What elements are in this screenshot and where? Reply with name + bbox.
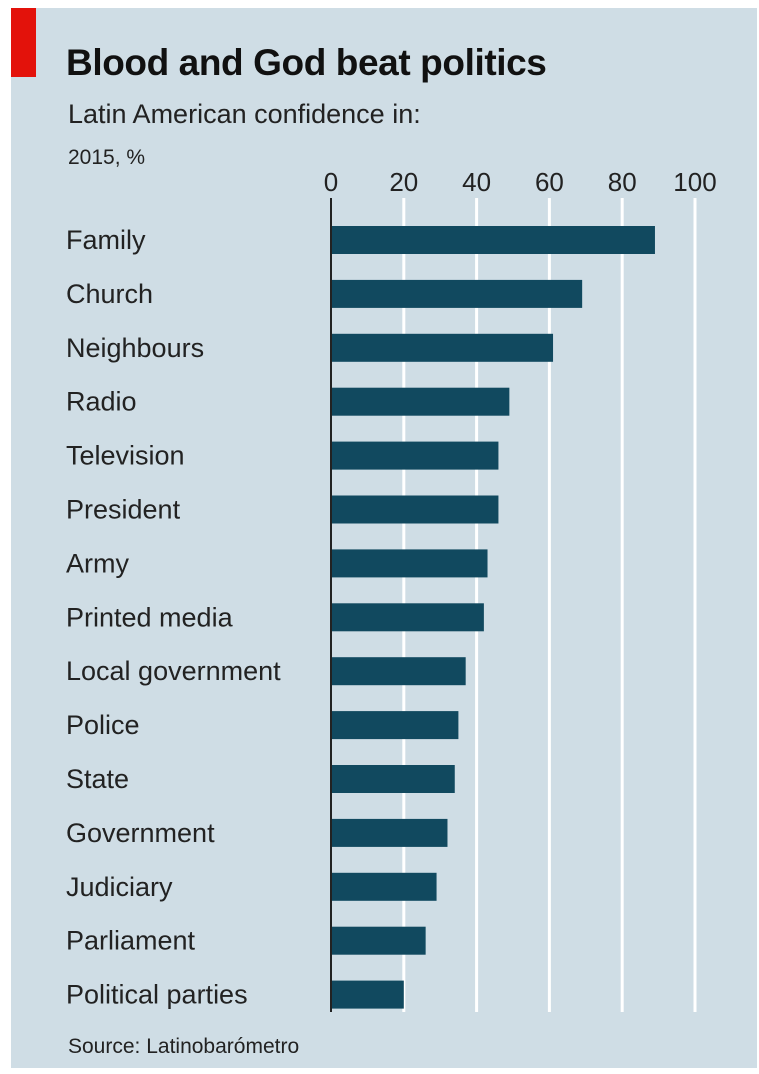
- bar-state: [331, 765, 455, 793]
- bar-neighbours: [331, 333, 554, 362]
- bar-judiciary: [331, 872, 437, 901]
- category-label: Army: [66, 548, 129, 578]
- category-label: Printed media: [66, 602, 234, 632]
- axis: 0 20 40 60 80 100: [324, 167, 717, 1012]
- bar-television: [331, 441, 499, 470]
- chart-unit-label: 2015, %: [68, 146, 146, 169]
- x-tick-label: 40: [462, 167, 491, 197]
- category-label: Family: [66, 225, 146, 255]
- category-label: Television: [66, 441, 185, 471]
- category-label: Political parties: [66, 980, 248, 1010]
- bars: [331, 226, 655, 1009]
- x-tick-label: 100: [673, 167, 716, 197]
- category-label: Police: [66, 710, 140, 740]
- bar-church: [331, 279, 583, 308]
- bar-political-parties: [331, 980, 404, 1009]
- bar-local-government: [331, 657, 466, 686]
- source-note: Source: Latinobarómetro: [68, 1035, 300, 1058]
- chart-title: Blood and God beat politics: [66, 42, 547, 83]
- category-label: Parliament: [66, 926, 196, 956]
- bar-parliament: [331, 926, 426, 955]
- x-tick-label: 0: [324, 167, 338, 197]
- category-label: Judiciary: [66, 872, 173, 902]
- chart-subtitle: Latin American confidence in:: [68, 99, 421, 129]
- category-label: Government: [66, 818, 215, 848]
- x-tick-label: 80: [608, 167, 637, 197]
- category-label: State: [66, 764, 129, 794]
- category-label: Local government: [66, 656, 281, 686]
- category-label: President: [66, 495, 181, 525]
- x-tick-label: 60: [535, 167, 564, 197]
- category-label: Neighbours: [66, 333, 204, 363]
- category-label: Church: [66, 279, 153, 309]
- bar-printed-media: [331, 603, 484, 632]
- bar-government: [331, 818, 448, 847]
- bar-family: [331, 226, 655, 254]
- bar-president: [331, 495, 499, 524]
- x-tick-label: 20: [389, 167, 418, 197]
- bar-police: [331, 711, 459, 740]
- category-labels: Family Church Neighbours Radio Television Pre…: [66, 225, 281, 1010]
- bar-army: [331, 549, 488, 578]
- category-label: Radio: [66, 387, 137, 417]
- brand-accent-bar: [11, 8, 36, 77]
- bar-radio: [331, 387, 510, 416]
